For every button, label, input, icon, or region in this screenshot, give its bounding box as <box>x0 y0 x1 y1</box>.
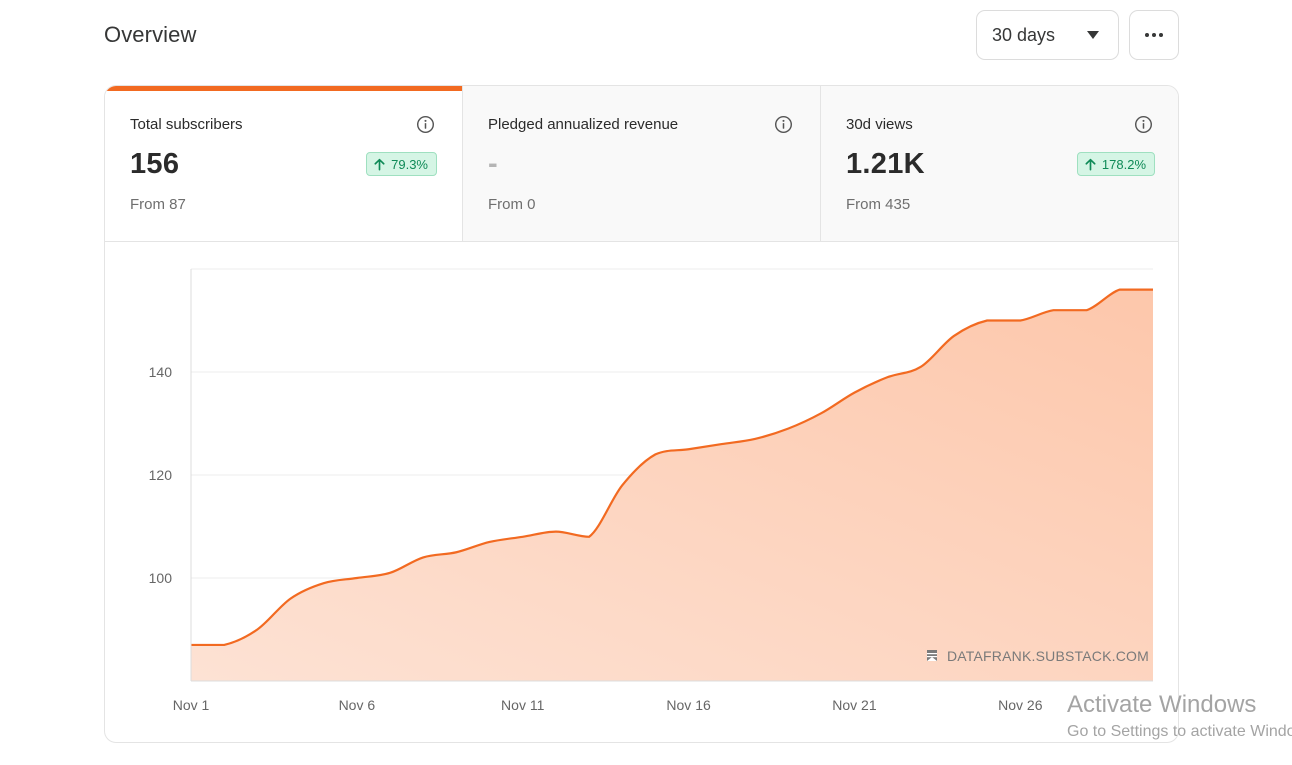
overview-card: Total subscribers 156 79.3% From 87 Pled… <box>104 85 1179 743</box>
arrow-up-icon <box>374 158 385 170</box>
data-point[interactable] <box>351 572 363 584</box>
data-point[interactable] <box>318 577 330 589</box>
data-point[interactable] <box>517 531 529 543</box>
stat-label: Total subscribers <box>130 116 243 133</box>
data-point[interactable] <box>749 433 761 445</box>
stat-value: 1.21K <box>846 148 925 180</box>
data-point[interactable] <box>583 531 595 543</box>
page-title: Overview <box>104 22 197 47</box>
y-tick-label: 120 <box>149 467 173 483</box>
watermark-text: DATAFRANK.SUBSTACK.COM <box>947 648 1149 664</box>
data-point[interactable] <box>1147 284 1159 296</box>
more-options-button[interactable] <box>1129 10 1179 60</box>
data-point[interactable] <box>649 448 661 460</box>
activation-subtitle: Go to Settings to activate Windows. <box>1067 723 1292 740</box>
change-badge: 178.2% <box>1076 152 1155 176</box>
data-point[interactable] <box>417 551 429 563</box>
data-point[interactable] <box>251 624 263 636</box>
data-point[interactable] <box>550 526 562 538</box>
data-point[interactable] <box>450 546 462 558</box>
x-tick-label: Nov 6 <box>339 697 376 713</box>
stat-label: Pledged annualized revenue <box>488 116 679 133</box>
bookmark-icon <box>927 650 937 661</box>
arrow-up-icon <box>1085 158 1096 170</box>
data-point[interactable] <box>484 536 496 548</box>
data-point[interactable] <box>1081 304 1093 316</box>
stat-from: From 0 <box>488 196 536 213</box>
series-area <box>191 289 1153 681</box>
y-tick-label: 140 <box>149 364 173 380</box>
data-point[interactable] <box>384 567 396 579</box>
data-point[interactable] <box>285 593 297 605</box>
stat-from: From 435 <box>846 196 911 213</box>
data-point[interactable] <box>1114 284 1126 296</box>
stat-value: 156 <box>130 148 180 180</box>
subscribers-area-chart: 100 120 140 Nov 1 Nov 6 Nov 11 Nov 16 Nov 21 Nov… <box>149 268 1159 713</box>
y-tick-label: 100 <box>149 570 173 586</box>
watermark: DATAFRANK.SUBSTACK.COM <box>927 648 1149 664</box>
date-range-select[interactable]: 30 days <box>976 10 1119 60</box>
data-point[interactable] <box>981 315 993 327</box>
data-point[interactable] <box>1047 304 1059 316</box>
stat-from: From 87 <box>130 196 186 213</box>
ellipsis-icon <box>1145 33 1149 37</box>
x-tick-label: Nov 26 <box>998 697 1043 713</box>
data-point[interactable] <box>1014 315 1026 327</box>
date-range-value: 30 days <box>992 24 1056 45</box>
ellipsis-icon-dot <box>1152 33 1156 37</box>
x-tick-label: Nov 1 <box>173 697 210 713</box>
x-tick-label: Nov 16 <box>666 697 711 713</box>
stat-total-subscribers[interactable]: Total subscribers 156 79.3% From 87 <box>105 86 463 241</box>
x-tick-label: Nov 21 <box>832 697 877 713</box>
stat-value: - <box>488 148 498 180</box>
caret-down-icon <box>1087 31 1099 39</box>
stat-pledged-revenue[interactable]: Pledged annualized revenue - From 0 <box>463 86 821 241</box>
activation-title: Activate Windows <box>1067 691 1257 718</box>
stat-label: 30d views <box>846 116 913 133</box>
os-activation-overlay: Activate Windows Go to Settings to activ… <box>1060 685 1292 765</box>
series-line[interactable] <box>191 288 1153 647</box>
data-point[interactable] <box>218 639 230 651</box>
data-point[interactable] <box>848 387 860 399</box>
data-point[interactable] <box>716 438 728 450</box>
stats-row: Total subscribers 156 79.3% From 87 Pled… <box>105 86 1178 242</box>
change-badge-value: 178.2% <box>1101 156 1146 172</box>
x-tick-label: Nov 11 <box>501 697 545 713</box>
data-point[interactable] <box>616 479 628 491</box>
data-point[interactable] <box>782 423 794 435</box>
stat-30d-views[interactable]: 30d views 1.21K 178.2% From 435 <box>821 86 1178 241</box>
info-icon[interactable] <box>1134 115 1153 134</box>
change-badge-value: 79.3% <box>391 156 428 172</box>
data-point[interactable] <box>683 443 695 455</box>
data-point[interactable] <box>948 330 960 342</box>
info-icon[interactable] <box>416 115 435 134</box>
subscribers-chart: 100 120 140 Nov 1 Nov 6 Nov 11 Nov 16 Nov 21 Nov… <box>105 242 1178 742</box>
change-badge: 79.3% <box>366 152 437 176</box>
ellipsis-icon-dot <box>1159 33 1163 37</box>
info-icon[interactable] <box>774 115 793 134</box>
data-point[interactable] <box>815 407 827 419</box>
data-point[interactable] <box>882 371 894 383</box>
data-point[interactable] <box>915 361 927 373</box>
